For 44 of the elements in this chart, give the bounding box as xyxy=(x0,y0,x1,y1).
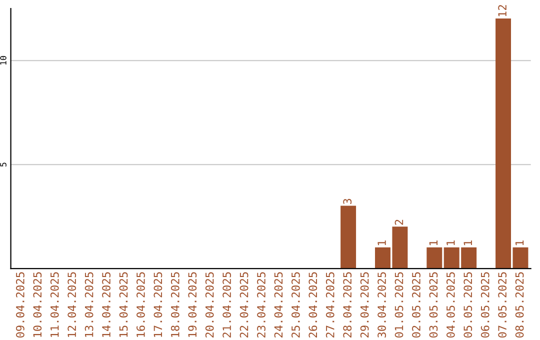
bar xyxy=(426,247,442,269)
x-tick-label: 15.04.2025 xyxy=(119,272,128,337)
x-tick-label: 19.04.2025 xyxy=(188,272,197,337)
x-tick-label: 21.04.2025 xyxy=(222,272,232,338)
data-label: 12 xyxy=(498,5,506,16)
x-tick-label: 06.05.2025 xyxy=(480,272,490,338)
data-label: 1 xyxy=(378,240,386,246)
data-label: 1 xyxy=(429,240,438,246)
x-tick-label: 25.04.2025 xyxy=(291,272,300,338)
x-tick-label: 11.04.2025 xyxy=(50,272,59,337)
data-label: 2 xyxy=(394,220,404,225)
data-label: 3 xyxy=(343,198,352,204)
bar xyxy=(512,247,528,269)
x-tick-label: 02.05.2025 xyxy=(412,272,420,338)
y-tick-label: 10 xyxy=(0,56,6,65)
x-tick-label: 12.04.2025 xyxy=(68,272,76,337)
x-tick-label: 13.04.2025 xyxy=(84,272,94,337)
x-tick-label: 18.04.2025 xyxy=(170,272,180,337)
bar xyxy=(340,206,356,269)
x-tick-label: 27.04.2025 xyxy=(326,272,334,338)
x-tick-label: 09.04.2025 xyxy=(16,272,24,338)
x-tick-label: 08.05.2025 xyxy=(515,272,524,338)
x-tick-label: 22.04.2025 xyxy=(240,272,248,338)
x-tick-label: 10.04.2025 xyxy=(33,272,42,337)
x-tick-label: 24.04.2025 xyxy=(274,272,283,338)
x-tick-label: 23.04.2025 xyxy=(257,272,266,338)
y-tick-label: 5 xyxy=(0,162,6,166)
x-tick-label: 14.04.2025 xyxy=(102,272,110,337)
x-tick-label: 03.05.2025 xyxy=(429,272,438,338)
x-tick-label: 28.04.2025 xyxy=(343,272,352,338)
x-tick-label: 29.04.2025 xyxy=(360,272,369,338)
bar xyxy=(496,18,512,269)
x-tick-label: 17.04.2025 xyxy=(154,272,162,337)
x-tick-label: 07.05.2025 xyxy=(498,272,507,338)
x-tick-label: 01.05.2025 xyxy=(394,272,404,338)
x-tick-label: 20.04.2025 xyxy=(205,272,214,338)
x-tick-label: 05.05.2025 xyxy=(464,272,472,338)
x-tick-label: 16.04.2025 xyxy=(136,272,145,337)
data-label: 1 xyxy=(446,240,455,246)
data-label: 1 xyxy=(464,240,472,246)
data-label: 1 xyxy=(515,240,524,246)
x-tick-label: 04.05.2025 xyxy=(446,272,455,338)
x-tick-label: 26.04.2025 xyxy=(308,272,318,338)
x-tick-label: 30.04.2025 xyxy=(378,272,386,338)
